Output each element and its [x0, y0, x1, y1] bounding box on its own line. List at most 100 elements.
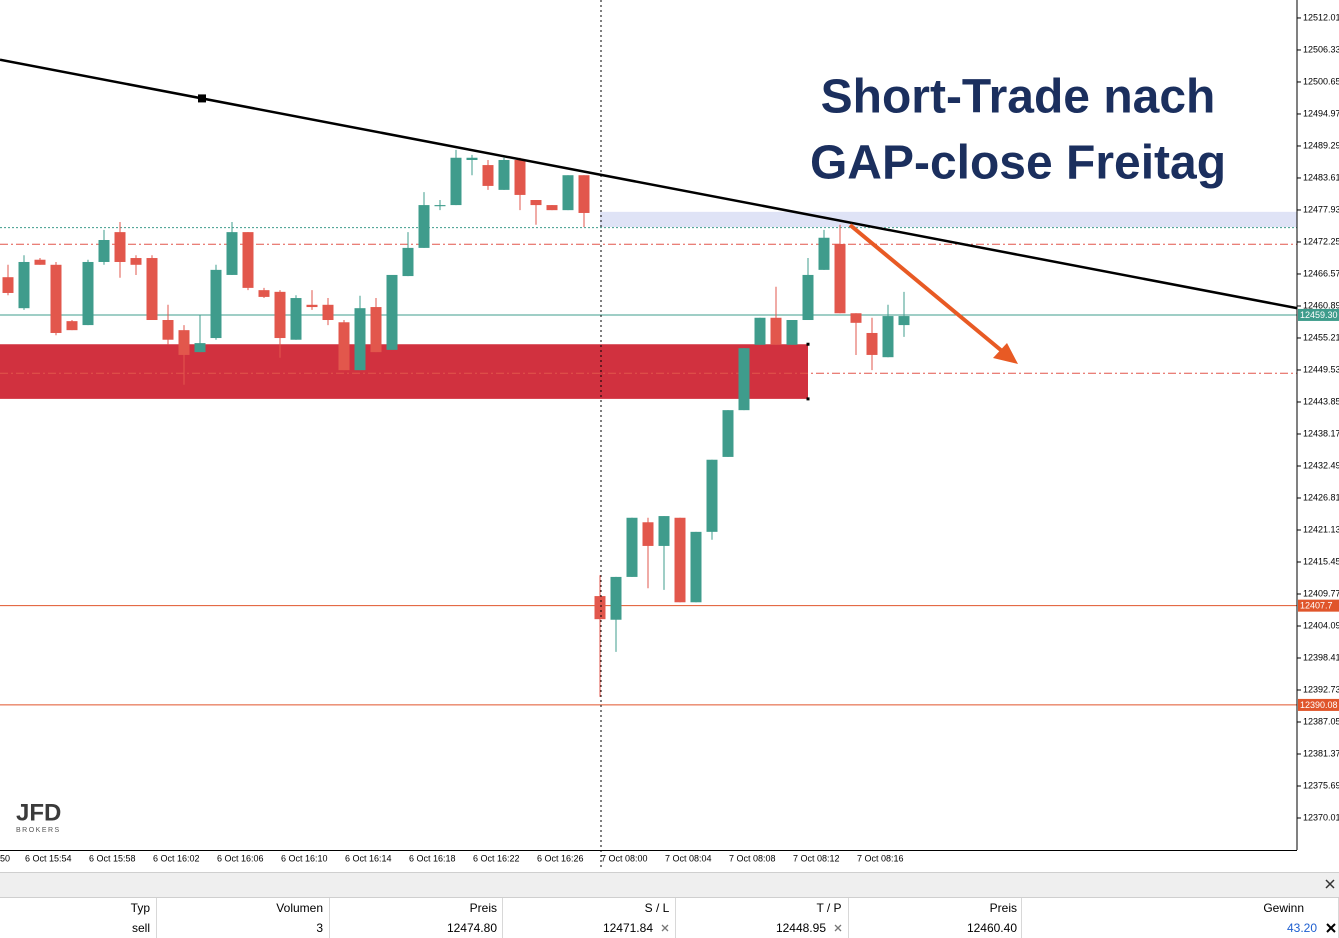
- candle-body: [98, 240, 110, 262]
- candle-body: [658, 516, 670, 546]
- column-separator: [502, 898, 503, 918]
- candle-body: [322, 304, 334, 321]
- column-separator: [156, 898, 157, 918]
- price-label: 12390.08: [1300, 700, 1338, 710]
- column-separator: [675, 918, 676, 938]
- annotation: Short-Trade nach: [821, 71, 1216, 124]
- cell: 12460.40: [966, 921, 1017, 935]
- table-row[interactable]: sell 3 12474.80 12471.84 12448.95 12460.40 43.…: [0, 918, 1339, 938]
- close-icon[interactable]: [1325, 879, 1335, 889]
- y-tick-label: 12494.97: [1303, 108, 1339, 118]
- column-separator: [1021, 918, 1022, 938]
- x-tick-label: 7 Oct 08:04: [665, 853, 712, 863]
- y-tick-label: 12443.85: [1303, 396, 1339, 406]
- remove-icon-glyph: [834, 924, 842, 932]
- candle-body: [674, 517, 686, 603]
- column-separator: [1021, 898, 1022, 918]
- column-header: S / L: [644, 901, 670, 915]
- y-tick-label: 12387.05: [1303, 716, 1339, 726]
- remove-icon-glyph: [661, 924, 669, 932]
- remove-icon[interactable]: [834, 924, 842, 932]
- price-label: 12407.7: [1300, 601, 1333, 611]
- candle-body: [306, 304, 318, 308]
- annotation: GAP-close Freitag: [810, 137, 1226, 190]
- candle-body: [578, 175, 590, 213]
- candle-body: [178, 330, 190, 355]
- candle-body: [562, 175, 574, 211]
- x-tick-label: 6 Oct 16:14: [345, 853, 392, 863]
- candle-body: [418, 205, 430, 248]
- candle-body: [482, 165, 494, 186]
- candle-body: [290, 298, 302, 340]
- y-tick-label: 12477.93: [1303, 204, 1339, 214]
- column-separator: [848, 898, 849, 918]
- remove-icon[interactable]: [661, 924, 669, 932]
- y-tick-label: 12409.77: [1303, 588, 1339, 598]
- y-tick-label: 12392.73: [1303, 684, 1339, 694]
- x-tick-label: 7 Oct 08:12: [793, 853, 840, 863]
- zone-handle: [806, 342, 810, 346]
- y-tick-label: 12381.37: [1303, 748, 1339, 758]
- candle-body: [770, 317, 782, 345]
- x-tick-label: 6 Oct 16:26: [537, 853, 584, 863]
- y-tick-label: 12426.81: [1303, 492, 1339, 502]
- y-tick-label: 12421.13: [1303, 524, 1339, 534]
- column-separator: [329, 898, 330, 918]
- candle-body: [386, 274, 398, 350]
- candle-body: [402, 247, 414, 277]
- candle-body: [130, 258, 142, 265]
- candle-body: [66, 321, 78, 331]
- zone-handle: [806, 397, 810, 401]
- candle-body: [818, 237, 830, 270]
- cell: 12474.80: [446, 921, 497, 935]
- price-label-box: [1298, 599, 1339, 612]
- candle-body: [226, 232, 238, 275]
- candle-body: [706, 459, 718, 532]
- close-order-glyph: [1326, 923, 1336, 933]
- candle-body: [834, 243, 846, 314]
- column-separator: [502, 918, 503, 938]
- candle-body: [354, 308, 366, 371]
- y-tick-label: 12398.41: [1303, 652, 1339, 662]
- candle-body: [162, 320, 174, 340]
- candle-body: [194, 343, 206, 353]
- close-order[interactable]: [1326, 923, 1336, 933]
- x-tick-label: 7 Oct 08:00: [601, 853, 648, 863]
- column-separator: [848, 918, 849, 938]
- candle-body: [18, 261, 30, 309]
- candle-body: [82, 261, 94, 326]
- candle-body: [434, 205, 446, 207]
- y-tick-label: 12472.25: [1303, 236, 1339, 246]
- x-tick-label: 6 Oct 15:54: [25, 853, 72, 863]
- x-tick-label: 6 Oct 16:06: [217, 853, 264, 863]
- x-tick-label: 6 Oct 15:58: [89, 853, 136, 863]
- x-tick-label: 6 Oct 16:10: [281, 853, 328, 863]
- logo-tagline: BROKERS: [16, 827, 61, 834]
- x-tick-label: 6 Oct 16:22: [473, 853, 520, 863]
- arrow-head: [993, 343, 1018, 364]
- candle-body: [850, 313, 862, 323]
- y-tick-label: 12455.21: [1303, 332, 1339, 342]
- candle-body: [610, 576, 622, 620]
- y-tick-label: 12432.49: [1303, 460, 1339, 470]
- candle-body: [626, 517, 638, 577]
- candle-body: [898, 316, 910, 326]
- y-tick-label: 12449.53: [1303, 364, 1339, 374]
- y-tick-label: 12438.17: [1303, 428, 1339, 438]
- y-tick-label: 12404.09: [1303, 620, 1339, 630]
- x-tick-label: 7 Oct 08:16: [857, 853, 904, 863]
- column-header: Preis: [469, 901, 497, 915]
- y-tick-label: 12460.89: [1303, 300, 1339, 310]
- zone: [0, 344, 808, 399]
- price-label-box: [1298, 308, 1339, 321]
- time-axis: 6 Oct 15:54 6 Oct 15:58 6 Oct 16:02 6 Oct 1…: [0, 853, 904, 863]
- candle-body: [2, 277, 14, 293]
- trendline-handle: [198, 94, 206, 103]
- candle-body: [146, 258, 158, 321]
- cell: 3: [316, 921, 323, 935]
- cell: 43.20: [1286, 921, 1317, 935]
- y-tick-label: 12370.01: [1303, 812, 1339, 822]
- y-tick-label: 12466.57: [1303, 268, 1339, 278]
- chart: 12459.30 12407.7 12390.08 12370.01 12375.69 1…: [0, 0, 1339, 870]
